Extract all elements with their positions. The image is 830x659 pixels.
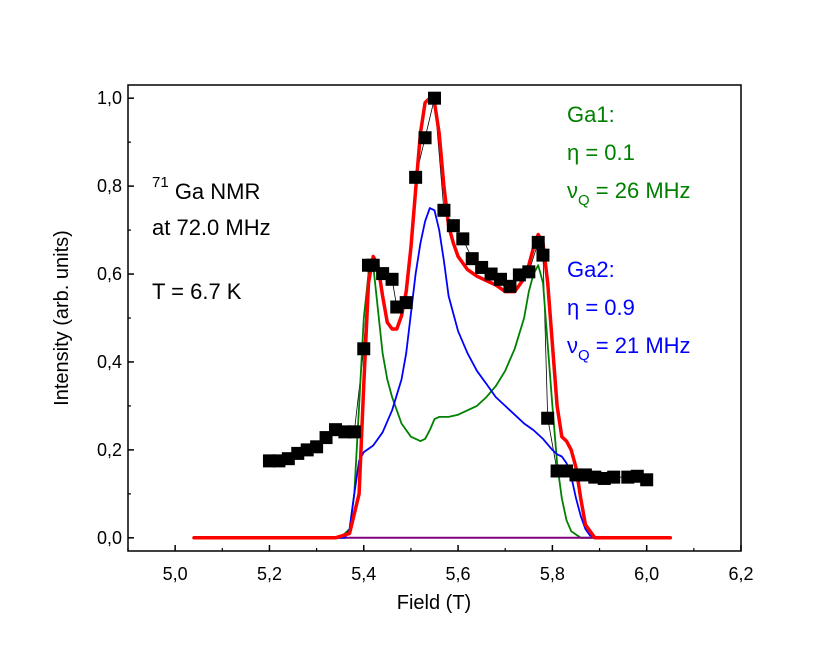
ga2-nu-sub: Q xyxy=(578,347,590,364)
x-tick-label: 6,0 xyxy=(634,564,659,584)
ga2-nu-value: = 21 MHz xyxy=(590,333,691,358)
data-point xyxy=(385,272,399,286)
ga1-nu-symbol: ν xyxy=(567,178,578,203)
x-tick-label: 5,6 xyxy=(446,564,471,584)
nucleus-label: 71 Ga NMR xyxy=(152,167,260,204)
data-point xyxy=(541,411,555,425)
data-point xyxy=(536,248,550,262)
y-tick-label: 0,4 xyxy=(97,352,122,372)
frequency-label: at 72.0 MHz xyxy=(152,215,271,240)
data-point xyxy=(418,131,432,145)
data-point xyxy=(347,425,361,439)
y-tick-label: 0,0 xyxy=(97,528,122,548)
data-point xyxy=(399,296,413,310)
nucleus-text: Ga NMR xyxy=(175,179,261,204)
data-point xyxy=(428,91,441,105)
total-fit-curve xyxy=(192,96,673,540)
ga1-nu-value: = 26 MHz xyxy=(590,178,691,203)
data-point xyxy=(409,170,423,184)
ga2-eta: η = 0.9 xyxy=(567,295,635,320)
y-tick-label: 1,0 xyxy=(97,88,122,108)
y-axis-title: Intensity (arb. units) xyxy=(51,230,73,406)
data-point xyxy=(522,265,536,279)
ga1-nu: νQ = 26 MHz xyxy=(567,178,691,209)
ga2-nu: νQ = 21 MHz xyxy=(567,333,691,364)
data-point xyxy=(456,232,470,246)
data-point xyxy=(607,470,621,484)
x-tick-label: 5,0 xyxy=(163,564,188,584)
x-axis-title: Field (T) xyxy=(397,592,471,614)
data-point xyxy=(640,473,654,487)
y-tick-label: 0,6 xyxy=(97,264,122,284)
ga2-title: Ga2: xyxy=(567,257,615,282)
x-tick-label: 6,2 xyxy=(728,564,753,584)
ga1-eta: η = 0.1 xyxy=(567,140,635,165)
data-point xyxy=(446,219,460,233)
data-point xyxy=(437,203,451,217)
ga1-nu-sub: Q xyxy=(578,192,590,209)
x-tick-label: 5,4 xyxy=(351,564,376,584)
y-tick-label: 0,2 xyxy=(97,440,122,460)
data-point xyxy=(357,342,371,356)
temperature-label: T = 6.7 K xyxy=(152,279,242,304)
data-point xyxy=(531,235,545,249)
data-point xyxy=(503,279,517,293)
series-layer xyxy=(192,91,673,540)
x-tick-label: 5,8 xyxy=(540,564,565,584)
ga1-title: Ga1: xyxy=(567,102,615,127)
x-tick-label: 5,2 xyxy=(257,564,282,584)
y-tick-label: 0,8 xyxy=(97,176,122,196)
axis-ticks: 5,0 5,2 5,4 5,6 5,8 6,0 6,2 0,0 0,2 0,4 0,6 0,8 1,0 xyxy=(97,88,754,584)
nucleus-mass: 71 xyxy=(152,174,169,191)
ga2-nu-symbol: ν xyxy=(567,333,578,358)
